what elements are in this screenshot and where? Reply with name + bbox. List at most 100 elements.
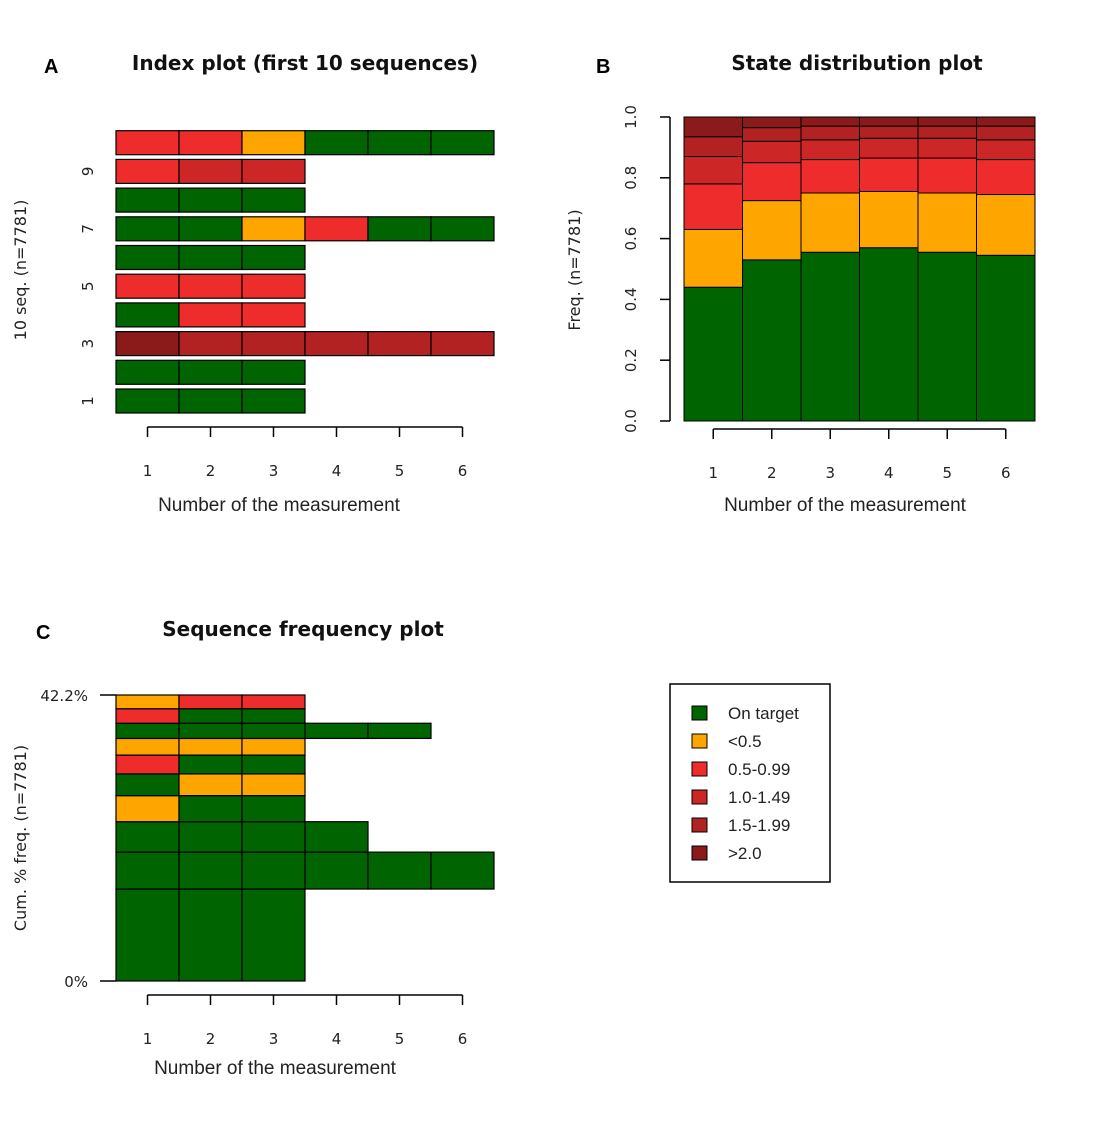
panel-a-cell xyxy=(241,273,306,299)
panel-a-cell xyxy=(430,130,495,156)
panel-c-xlabel: Number of the measurement xyxy=(154,1058,397,1079)
legend-swatch xyxy=(691,705,708,721)
panel-a-cell xyxy=(430,216,495,242)
legend-swatch xyxy=(691,817,708,833)
panel-a-cell xyxy=(115,331,180,357)
panel-b-segment xyxy=(859,247,919,422)
panel-b-y-tick-label: 0.6 xyxy=(622,227,640,251)
legend-label: 1.5-1.99 xyxy=(728,816,790,835)
panel-a-y-tick-label: 1 xyxy=(79,396,97,406)
panel-a-cell xyxy=(241,359,306,385)
panel-b-y-tick-label: 0.0 xyxy=(622,409,640,433)
legend-label: >2.0 xyxy=(728,844,762,863)
panel-a-cell xyxy=(304,331,369,357)
panel-b-segment xyxy=(917,137,977,159)
panel-a-cell xyxy=(367,130,432,156)
panel-c-cell xyxy=(115,737,180,756)
panel-a-cell xyxy=(115,130,180,156)
panel-b-x-tick-label: 5 xyxy=(942,464,952,482)
panel-b-segment xyxy=(917,157,977,194)
panel-b-segment xyxy=(976,194,1036,256)
panel-a-y-tick-label: 3 xyxy=(79,339,97,349)
panel-a-cell xyxy=(178,244,243,271)
panel-a-y-tick-label: 9 xyxy=(79,167,97,177)
panel-b-segment xyxy=(976,254,1036,422)
panel-b-segment xyxy=(800,251,860,422)
panel-c-cell xyxy=(178,737,243,756)
panel-b-segment xyxy=(683,286,743,422)
panel-c-cell xyxy=(367,851,432,890)
panel-a-cell xyxy=(241,130,306,156)
panel-c-cell xyxy=(430,851,495,890)
panel-b-segment xyxy=(859,116,919,127)
panel-c-cell xyxy=(304,722,369,740)
panel-a-y-tick-label: 7 xyxy=(79,224,97,234)
panel-a-cell xyxy=(241,158,306,184)
panel-b-y-tick-label: 1.0 xyxy=(622,105,640,129)
panel-b-segment xyxy=(742,140,802,164)
legend-swatch xyxy=(691,761,708,777)
panel-c-x-tick-label: 1 xyxy=(143,1030,153,1048)
panel-c-cell xyxy=(115,773,180,797)
panel-a-cell xyxy=(178,331,243,357)
panel-b-segment xyxy=(742,200,802,261)
panel-b-segment xyxy=(859,137,919,159)
panel-c-y-tick-label: 0% xyxy=(64,973,88,991)
panel-c-cell xyxy=(241,888,306,982)
legend-swatch xyxy=(691,733,708,749)
panel-b-segment xyxy=(683,136,743,158)
panel-letter-b: B xyxy=(596,56,610,78)
panel-b-segment xyxy=(800,192,860,253)
panel-a-x-tick-label: 2 xyxy=(206,462,216,480)
panel-a-cell xyxy=(178,273,243,299)
panel-c-cell xyxy=(115,694,180,710)
panel-b-segment xyxy=(683,228,743,288)
panel-c-cell xyxy=(115,888,180,982)
panel-b-segment xyxy=(683,116,743,138)
panel-b-segment xyxy=(917,125,977,139)
panel-b-title: State distribution plot xyxy=(731,51,983,75)
panel-c-cell xyxy=(115,795,180,823)
panel-c-cell xyxy=(178,851,243,890)
panel-b-segment xyxy=(859,157,919,192)
panel-c-cell xyxy=(115,851,180,890)
panel-c-y-tick-label: 42.2% xyxy=(40,687,88,705)
panel-a-cell xyxy=(178,302,243,328)
panel-b: B State distribution plot Freq. (n=7781)… xyxy=(565,51,1036,516)
panel-a-cell xyxy=(115,273,180,299)
panel-b-segment xyxy=(742,162,802,202)
panel-a: A Index plot (first 10 sequences) 10 seq… xyxy=(11,51,495,516)
panel-a-cell xyxy=(178,388,243,414)
panel-c-cell xyxy=(178,722,243,740)
panel-c-cell xyxy=(178,773,243,797)
panel-b-segment xyxy=(742,259,802,422)
panel-c-cell xyxy=(241,754,306,775)
panel-a-cell xyxy=(115,216,180,242)
panel-b-segment xyxy=(800,159,860,194)
panel-c-cell xyxy=(115,722,180,740)
panel-b-ylabel: Freq. (n=7781) xyxy=(565,209,584,330)
panel-c-cell xyxy=(115,708,180,724)
panel-c-cell xyxy=(304,851,369,890)
panel-b-xlabel: Number of the measurement xyxy=(724,495,967,516)
panel-a-cell xyxy=(304,130,369,156)
panel-a-cell xyxy=(241,388,306,414)
panel-a-cell xyxy=(178,216,243,242)
panel-c-x-tick-label: 4 xyxy=(332,1030,342,1048)
panel-b-y-tick-label: 0.2 xyxy=(622,348,640,372)
panel-c-cell xyxy=(241,708,306,724)
panel-c-cell xyxy=(241,722,306,740)
panel-b-segment xyxy=(917,251,977,422)
legend-label: 0.5-0.99 xyxy=(728,760,790,779)
panel-letter-a: A xyxy=(44,56,58,78)
panel-c-cell xyxy=(304,821,369,853)
panel-a-y-tick-label: 5 xyxy=(79,281,97,291)
panel-b-segment xyxy=(800,125,860,141)
panel-a-cell xyxy=(367,216,432,242)
panel-a-cell xyxy=(115,158,180,184)
panel-c-cell xyxy=(178,708,243,724)
panel-b-x-tick-label: 6 xyxy=(1001,464,1011,482)
panel-a-cell xyxy=(241,216,306,242)
legend: On target <0.5 0.5-0.99 1.0-1.49 1.5-1.99 >2.… xyxy=(669,683,831,883)
